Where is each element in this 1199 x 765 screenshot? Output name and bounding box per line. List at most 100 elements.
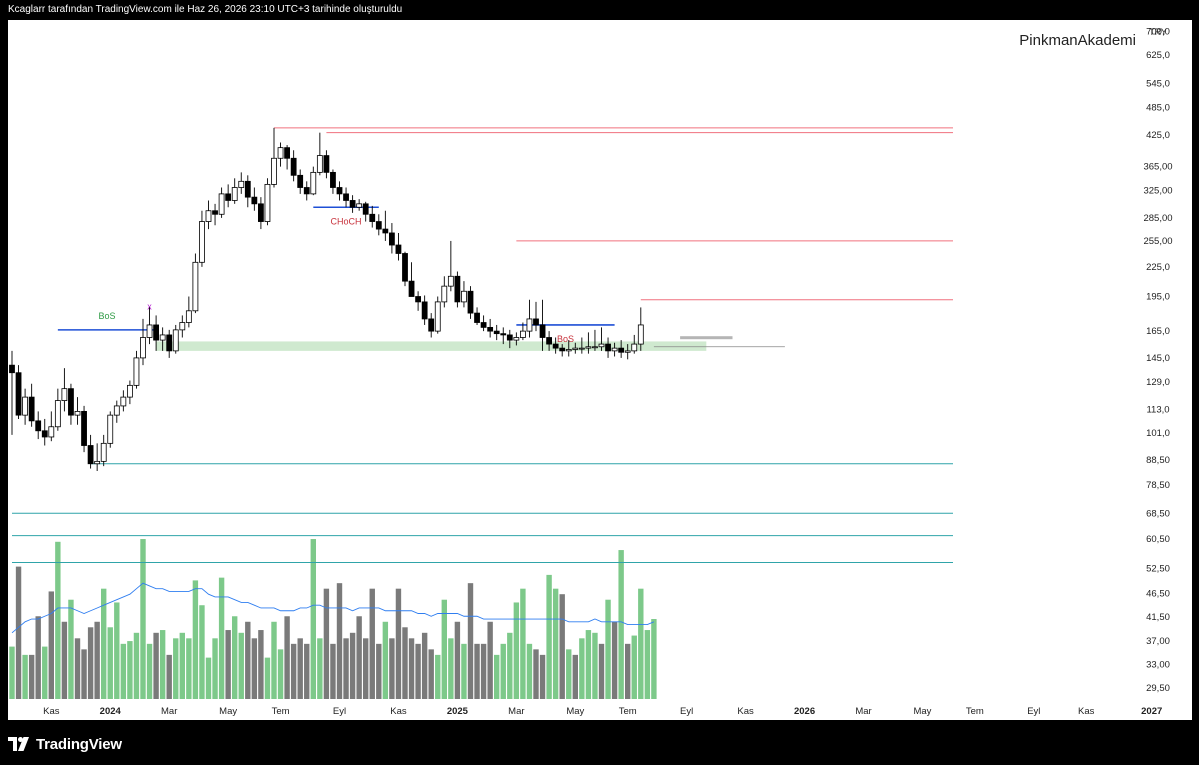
candle-body: [500, 333, 507, 336]
volume-bar: [212, 638, 218, 699]
volume-bar: [251, 638, 258, 699]
volume-bar: [199, 605, 205, 699]
volume-bar: [435, 654, 441, 699]
time-tick-label: Kas: [1078, 706, 1095, 717]
time-tick-label: Tem: [619, 706, 637, 717]
candle-body: [61, 388, 68, 401]
tradingview-footer: TradingView: [8, 733, 122, 755]
candle-body: [402, 253, 408, 282]
time-tick-label: Mar: [508, 706, 524, 717]
volume-bar: [101, 588, 107, 699]
candle-body: [559, 347, 566, 352]
candle-body: [520, 330, 526, 338]
volume-bar: [395, 588, 402, 699]
volume-bar: [382, 621, 389, 699]
volume-bar: [323, 588, 330, 699]
volume-bar: [356, 616, 362, 699]
volume-bar: [114, 602, 120, 699]
candle-body: [271, 157, 277, 185]
time-axis[interactable]: Kas 2024 Mar May Tem Eyl Kas 2025 Mar May Tem Eyl Ka…: [43, 706, 1162, 717]
time-tick-label: 2027: [1141, 706, 1162, 717]
tradingview-brand: TradingView: [36, 735, 122, 753]
price-tick-label: 425,0: [1146, 130, 1170, 141]
candle-body: [244, 180, 251, 198]
volume-pane: [9, 539, 657, 699]
volume-bar: [598, 643, 605, 699]
price-tick-label: 625,0: [1146, 50, 1170, 61]
candle-body: [35, 420, 42, 432]
volume-bar: [592, 632, 598, 699]
time-tick-label: Eyl: [680, 706, 693, 717]
price-tick-label: 225,0: [1146, 262, 1170, 273]
volume-bar: [74, 638, 81, 699]
price-tick-label: 52,50: [1146, 563, 1170, 574]
volume-bar: [389, 638, 395, 699]
price-tick-label: 88,50: [1146, 455, 1170, 466]
price-tick-label: 325,00: [1143, 186, 1172, 197]
volume-bar: [245, 621, 251, 699]
volume-bar: [546, 574, 552, 699]
volume-bar: [304, 643, 310, 699]
volume-bar: [605, 599, 611, 699]
time-tick-label: Kas: [737, 706, 754, 717]
volume-bar: [461, 643, 467, 699]
candle-body: [382, 228, 389, 234]
candle-body: [264, 183, 271, 222]
candle-body: [408, 280, 415, 297]
time-tick-label: Kas: [390, 706, 407, 717]
candle-body: [487, 326, 494, 332]
candle-body: [81, 411, 87, 446]
candle-body: [113, 405, 120, 416]
volume-bar: [317, 638, 323, 699]
volume-bar: [9, 646, 15, 699]
candle-body: [447, 275, 454, 287]
volume-bar: [22, 654, 28, 699]
volume-bar: [500, 643, 506, 699]
candle-body: [349, 200, 356, 208]
price-tick-label: 285,00: [1143, 213, 1172, 224]
price-tick-label: 60,50: [1146, 534, 1170, 545]
price-tick-label: 33,00: [1146, 660, 1170, 671]
volume-bar: [107, 627, 113, 699]
volume-bar: [15, 566, 22, 699]
volume-bar: [474, 643, 480, 699]
candle-body: [454, 275, 461, 303]
candle-body: [552, 343, 559, 349]
candle-body: [598, 343, 605, 348]
candle-body: [205, 210, 212, 222]
tradingview-chart[interactable]: TRY PinkmanAkademi BoS CHoCH BoS x 700,0 625…: [8, 20, 1192, 720]
volume-bar: [55, 541, 61, 699]
time-tick-label: Mar: [161, 706, 177, 717]
volume-bar: [533, 649, 539, 699]
volume-bar: [467, 583, 474, 699]
volume-bar: [526, 643, 533, 699]
candle-body: [624, 350, 631, 353]
price-tick-label: 37,00: [1146, 636, 1170, 647]
candle-body: [592, 346, 598, 349]
volume-bar: [579, 638, 585, 699]
volume-bar: [192, 580, 199, 699]
candle-body: [395, 244, 402, 254]
currency-label: TRY: [1149, 27, 1167, 37]
time-tick-label: 2024: [100, 706, 122, 717]
volume-bar: [513, 602, 520, 699]
volume-bar: [487, 621, 493, 699]
candle-body: [185, 310, 192, 323]
price-axis[interactable]: 700,0 625,0 545,0 485,0 425,0 365,00 325,00 285…: [1143, 27, 1172, 694]
volume-bar: [448, 638, 454, 699]
price-tick-label: 145,0: [1146, 353, 1170, 364]
volume-bar: [35, 616, 41, 699]
volume-bar: [454, 621, 461, 699]
volume-bar: [159, 630, 166, 699]
price-tick-label: 700,0: [1146, 27, 1170, 38]
candle-body: [9, 364, 15, 374]
candle-body: [388, 232, 395, 246]
volume-bar: [61, 621, 68, 699]
chart-canvas[interactable]: TRY PinkmanAkademi BoS CHoCH BoS x 700,0 625…: [8, 20, 1192, 720]
volume-bar: [559, 594, 565, 699]
volume-bar: [153, 632, 159, 699]
candle-body: [611, 347, 618, 352]
candle-body: [605, 343, 611, 352]
candle-body: [343, 193, 349, 201]
price-tick-label: 68,50: [1146, 508, 1170, 519]
